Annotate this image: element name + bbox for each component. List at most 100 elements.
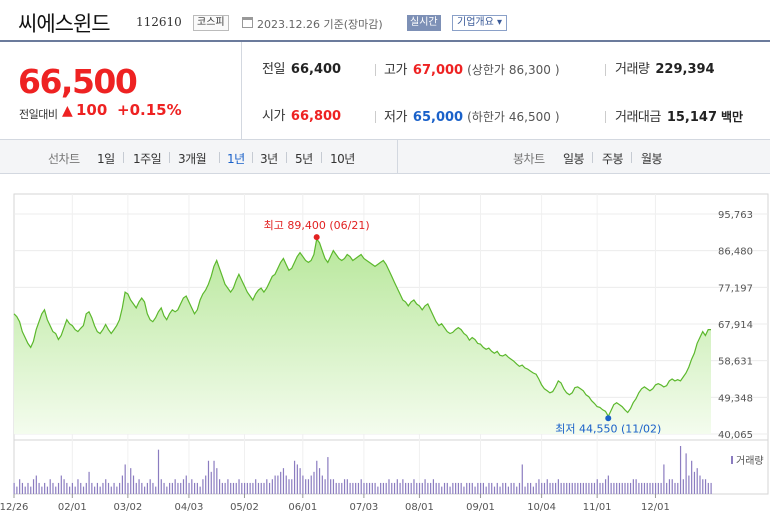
volume-bar: [666, 482, 668, 494]
volume-bar: [230, 482, 232, 494]
volume-bar: [91, 482, 93, 494]
volume-bar: [388, 479, 390, 494]
tab-1year[interactable]: 1년: [227, 152, 245, 166]
volume-bar: [596, 479, 598, 494]
tab-10years[interactable]: 10년: [330, 152, 355, 166]
volume-bar: [513, 482, 515, 494]
volume-bar: [277, 475, 279, 494]
high-price: 고가 67,000 (상한가 86,300): [384, 63, 560, 78]
volume-bar: [393, 482, 396, 494]
volume-bar: [21, 482, 24, 494]
volume-bar: [196, 482, 198, 494]
candle-chart-label: 봉차트: [513, 152, 545, 166]
x-tick-label: 12/26: [0, 502, 28, 513]
volume-bar: [463, 486, 465, 494]
volume-bar: [360, 479, 362, 494]
volume-bar: [266, 479, 268, 494]
tab-3months[interactable]: 3개월: [178, 152, 207, 166]
company-overview-dropdown[interactable]: 기업개요 ▾: [452, 15, 507, 31]
volume-bar: [424, 479, 426, 494]
quote-summary: 66,500 전일대비 ▲ 100 +0.15% 전일 66,400 시가 66,8…: [0, 42, 770, 140]
volume-bar: [338, 482, 340, 494]
tab-1week[interactable]: 1주일: [133, 152, 162, 166]
tab-3years[interactable]: 3년: [260, 152, 278, 166]
volume-bar: [41, 486, 43, 494]
volume-bar: [421, 482, 423, 494]
volume-bar: [35, 475, 37, 494]
volume-bar: [327, 457, 329, 494]
volume-bar: [155, 486, 157, 494]
volume-bar: [296, 464, 298, 494]
volume-bar: [263, 482, 265, 494]
volume-bar: [46, 486, 49, 494]
volume-bar: [407, 482, 410, 494]
x-tick-label: 06/01: [288, 502, 317, 513]
volume-bar: [618, 482, 621, 494]
volume-bar: [82, 486, 85, 494]
volume-bar: [413, 479, 415, 494]
trade-amount: 거래대금 15,147 백만: [615, 110, 744, 125]
volume-bar: [377, 486, 379, 494]
current-price: 66,500: [18, 62, 138, 101]
volume-bar: [374, 482, 376, 494]
min-annotation: 최저 44,550 (11/02): [555, 422, 661, 435]
market-badge: 코스피: [193, 15, 229, 31]
volume-bar: [449, 486, 451, 494]
volume-bar: [652, 482, 654, 494]
realtime-button[interactable]: 실시간: [407, 15, 441, 31]
volume-bar: [132, 475, 135, 494]
volume-bar: [169, 482, 171, 494]
volume-bar: [638, 482, 640, 494]
tab-1day[interactable]: 1일: [97, 152, 115, 166]
volume-bar: [455, 482, 457, 494]
volume-bar: [635, 479, 637, 494]
volume-bar: [607, 475, 609, 494]
price-series-line: [13, 237, 711, 418]
volume-bar: [649, 482, 651, 494]
tab-weekly-candle[interactable]: 주봉: [602, 152, 624, 166]
volume-bar: [94, 486, 96, 494]
volume-bar: [160, 479, 162, 494]
x-tick-label: 09/01: [466, 502, 495, 513]
volume-bar: [557, 479, 559, 494]
volume-bar: [246, 482, 248, 494]
tab-daily-candle[interactable]: 일봉: [563, 152, 585, 166]
min-marker: [605, 415, 612, 422]
volume-bar: [416, 482, 418, 494]
volume-bar: [119, 482, 121, 494]
volume-bar: [105, 479, 107, 494]
volume-bar: [110, 486, 112, 494]
volume-bar: [527, 482, 529, 494]
volume-bar: [69, 486, 71, 494]
volume-bar: [493, 486, 496, 494]
volume-bar: [488, 482, 490, 494]
volume-bar: [568, 482, 571, 494]
volume-bar: [182, 479, 185, 494]
x-tick-label: 11/01: [583, 502, 612, 513]
volume-bar: [505, 482, 507, 494]
volume-bar: [693, 471, 696, 494]
volume-bar: [146, 482, 148, 494]
volume-bar: [402, 479, 404, 494]
volume-bar: [255, 479, 257, 494]
volume-bar: [113, 482, 115, 494]
volume-bar: [130, 468, 132, 494]
volume-bar: [227, 479, 229, 494]
volume-bar: [199, 486, 201, 494]
tab-5years[interactable]: 5년: [295, 152, 313, 166]
price-chart: 95,763 86,480 77,197 67,914 58,631 49,348 40,0…: [0, 174, 770, 532]
volume-bar: [252, 482, 254, 494]
volume-bar: [121, 475, 123, 494]
volume-bar: [243, 482, 246, 494]
volume-bar: [552, 482, 554, 494]
tab-monthly-candle[interactable]: 월봉: [641, 152, 663, 166]
volume-bar: [307, 479, 310, 494]
price-area-fill: [14, 239, 711, 434]
x-tick-label: 10/04: [527, 502, 556, 513]
volume-bar: [202, 479, 204, 494]
volume-bar: [310, 475, 312, 494]
volume-bar: [49, 479, 51, 494]
stock-name: 씨에스윈드: [18, 12, 111, 36]
volume-bar: [302, 475, 304, 494]
volume-bar: [216, 468, 218, 494]
